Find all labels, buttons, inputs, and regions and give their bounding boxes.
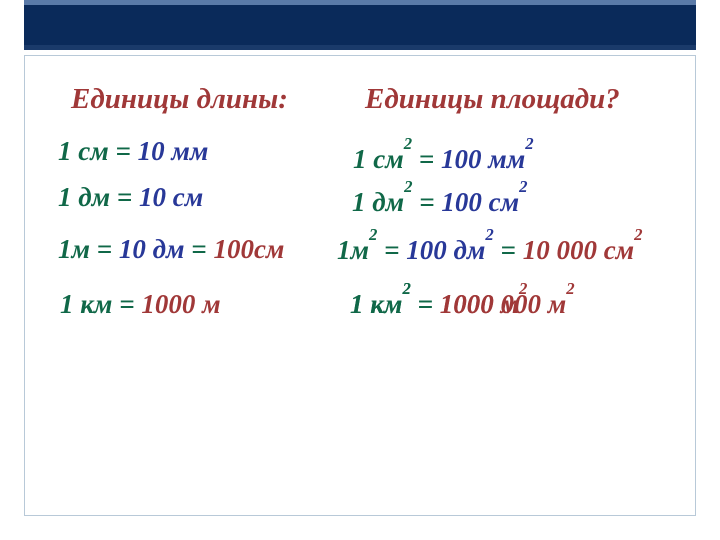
area-row-km-front: 1 км2 = 1000 000 м2 [350, 288, 575, 320]
top-decorative-band [24, 0, 696, 50]
content-frame [24, 55, 696, 516]
area-row-cm: 1 см2 = 100 мм2 [353, 143, 534, 175]
area-row-dm: 1 дм2 = 100 см2 [352, 186, 528, 218]
length-row-dm: 1 дм = 10 см [58, 182, 203, 213]
length-row-cm: 1 см = 10 мм [58, 136, 208, 167]
title-area: Единицы площади? [365, 83, 620, 116]
length-row-km: 1 км = 1000 м [60, 289, 221, 320]
length-row-m: 1м = 10 дм = 100см [58, 234, 284, 265]
area-row-m: 1м2 = 100 дм2 = 10 000 см2 [337, 234, 643, 266]
title-length: Единицы длины: [71, 83, 288, 116]
